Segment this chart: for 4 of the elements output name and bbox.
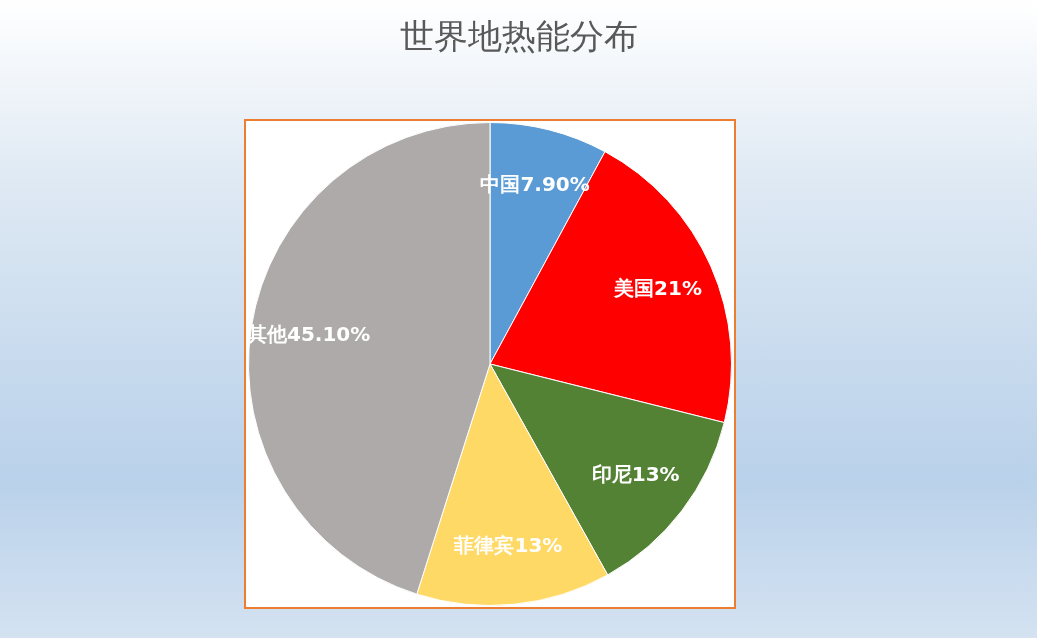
chart-title: 世界地热能分布: [398, 15, 639, 58]
slice-label: 菲律宾13%: [453, 532, 563, 557]
slice-label: 印尼13%: [591, 461, 680, 486]
slice-label: 美国21%: [613, 276, 702, 301]
